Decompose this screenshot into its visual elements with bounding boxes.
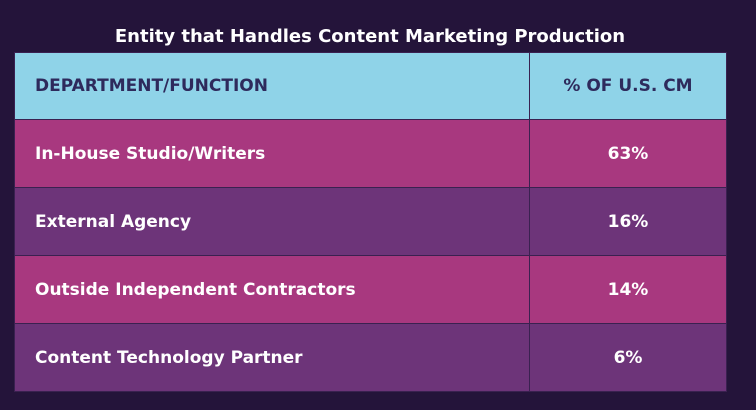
percent-cell: 6% <box>529 323 727 392</box>
table-body: In-House Studio/Writers 63% External Agenc… <box>14 119 727 392</box>
table-row: In-House Studio/Writers 63% <box>14 119 727 188</box>
header-cell: DEPARTMENT/FUNCTION <box>14 52 530 120</box>
percent-cell: 16% <box>529 187 727 256</box>
function-cell: Outside Independent Contractors <box>14 255 530 324</box>
function-cell: In-House Studio/Writers <box>14 119 530 188</box>
header-row: DEPARTMENT/FUNCTION % OF U.S. CM <box>14 52 727 120</box>
percent-cell: 63% <box>529 119 727 188</box>
table-row: External Agency 16% <box>14 187 727 256</box>
header-cell: % OF U.S. CM <box>529 52 727 120</box>
data-table: DEPARTMENT/FUNCTION % OF U.S. CM In-Hous… <box>14 52 727 392</box>
percent-cell: 14% <box>529 255 727 324</box>
title: Entity that Handles Content Marketing Pr… <box>114 26 626 47</box>
table-row: Outside Independent Contractors 14% <box>14 255 727 324</box>
table-row: Content Technology Partner 6% <box>14 323 727 392</box>
function-cell: External Agency <box>14 187 530 256</box>
function-cell: Content Technology Partner <box>14 323 530 392</box>
